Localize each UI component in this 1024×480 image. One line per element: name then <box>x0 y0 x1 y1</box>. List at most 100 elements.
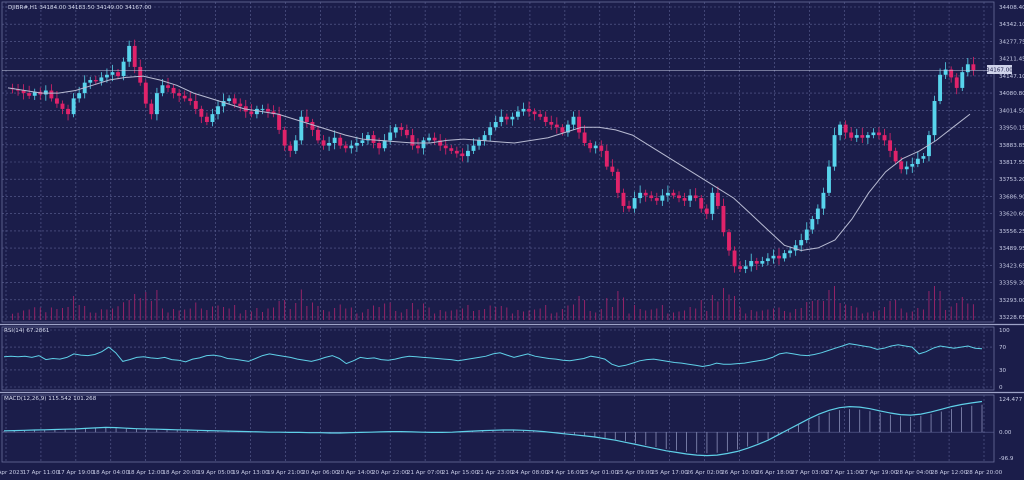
candle <box>949 69 954 78</box>
price-header: DJIBR#,H1 34184.00 34183.50 34149.00 341… <box>8 5 152 11</box>
candle <box>899 161 904 170</box>
candle <box>560 127 565 133</box>
rsi-header: RSI(14) 67.2861 <box>4 328 50 334</box>
x-tick-label: 24 Apr 16:00 <box>547 470 584 476</box>
candle <box>882 135 887 141</box>
candle <box>216 106 220 115</box>
y-tick-label: 33423.65 <box>999 263 1024 269</box>
x-tick-label: 27 Apr 03:00 <box>791 470 828 476</box>
candle <box>349 145 354 149</box>
candle <box>777 255 781 259</box>
candle <box>304 116 309 123</box>
y-tick-label: 34342.10 <box>999 22 1024 28</box>
candle <box>299 116 304 141</box>
candle <box>732 250 737 267</box>
y-tick-label: 33817.55 <box>999 160 1024 166</box>
x-tick-label: 17 Apr 11:00 <box>23 470 60 476</box>
candle <box>460 153 465 157</box>
candle <box>593 145 598 149</box>
candle <box>238 103 243 107</box>
candle <box>832 135 837 167</box>
candle <box>477 140 482 146</box>
y-tick-label: 34277.75 <box>999 39 1024 45</box>
x-tick-label: 18 Apr 12:00 <box>127 470 164 476</box>
macd-line <box>3 400 983 457</box>
candle <box>671 192 676 196</box>
x-tick-label: 28 Apr 20:00 <box>966 470 1003 476</box>
candle <box>99 77 104 82</box>
candle <box>738 266 743 269</box>
candle <box>854 135 859 138</box>
candle <box>399 127 404 130</box>
x-tick-label: 19 Apr 05:00 <box>197 470 234 476</box>
candle <box>416 145 420 149</box>
candle <box>704 208 709 214</box>
candle <box>177 93 182 96</box>
candle <box>615 171 620 193</box>
candle <box>554 124 559 128</box>
candle <box>621 192 626 206</box>
rsi-panel <box>3 343 983 368</box>
candle <box>277 114 282 130</box>
candle <box>627 205 631 209</box>
candle <box>382 140 387 149</box>
candle <box>649 195 654 199</box>
x-tick-label: 18 Apr 04:00 <box>93 470 130 476</box>
candle <box>27 93 32 96</box>
candle <box>354 142 359 146</box>
candle <box>543 116 548 123</box>
candle <box>293 140 298 151</box>
candle <box>765 258 770 262</box>
candle <box>827 166 831 193</box>
candle <box>538 114 543 117</box>
x-tick-label: 19 Apr 13:00 <box>232 470 269 476</box>
y-tick-label: 34147.10 <box>999 74 1024 80</box>
x-tick-label: 27 Apr 11:00 <box>826 470 863 476</box>
candle <box>710 192 715 214</box>
x-tick-label: 28 Apr 12:00 <box>931 470 968 476</box>
x-tick-label: 20 Apr 06:00 <box>302 470 339 476</box>
candle <box>332 137 337 143</box>
candle <box>499 116 504 123</box>
candle <box>54 98 59 104</box>
x-tick-label: 20 Apr 22:00 <box>372 470 409 476</box>
candle <box>527 108 531 112</box>
candle <box>254 108 259 115</box>
price-panel <box>2 39 994 320</box>
candle <box>438 140 443 146</box>
candle <box>271 111 276 115</box>
candle <box>971 64 976 71</box>
x-tick-label: 26 Apr 10:00 <box>721 470 758 476</box>
candle <box>221 101 226 107</box>
candle <box>227 98 232 102</box>
candle <box>360 140 365 143</box>
candle <box>193 101 198 109</box>
candle <box>610 166 615 172</box>
candle <box>204 116 209 123</box>
candle <box>932 101 937 136</box>
candle <box>865 135 870 138</box>
candle <box>960 72 965 88</box>
y-tick-label: 34408.40 <box>999 5 1024 11</box>
candle <box>771 255 776 259</box>
x-tick-label: 25 Apr 01:00 <box>582 470 619 476</box>
candle <box>693 195 698 199</box>
candle <box>482 135 487 141</box>
x-tick-label: 17 Apr 2023 <box>0 470 24 476</box>
candle <box>154 93 159 115</box>
candle <box>421 140 426 149</box>
candle <box>532 111 537 115</box>
candle <box>954 77 959 88</box>
candle <box>488 127 493 136</box>
candle <box>199 108 204 117</box>
candle <box>249 111 254 115</box>
candle <box>32 91 37 96</box>
candle <box>810 219 815 230</box>
candle <box>788 250 793 254</box>
price-label-box <box>987 65 1012 74</box>
candle <box>599 145 604 151</box>
y-tick-label: 33556.25 <box>999 229 1024 235</box>
candle <box>821 192 826 209</box>
candle <box>338 137 343 146</box>
candle <box>910 163 915 167</box>
